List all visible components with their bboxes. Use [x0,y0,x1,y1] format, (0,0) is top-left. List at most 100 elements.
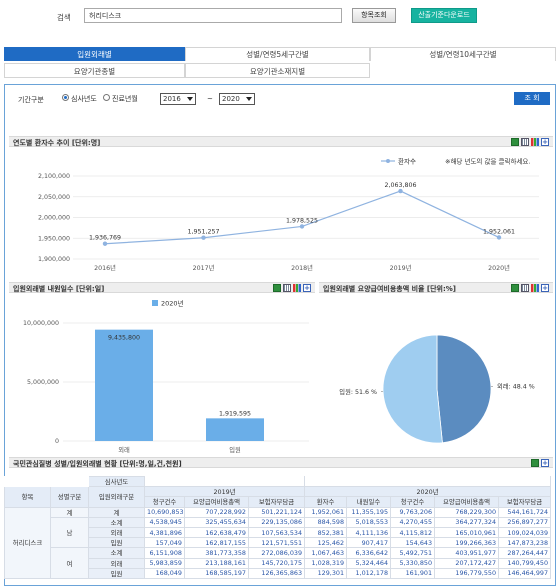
y-tick-label: 0 [55,438,59,445]
excel-icon[interactable] [531,459,539,467]
value-cell: 907,417 [346,537,392,549]
bar-legend: 2020년 [161,299,184,308]
download-criteria-button[interactable]: 산출기준다운로드 [411,8,477,23]
plus-icon[interactable]: + [303,284,311,292]
value-cell: 126,365,863 [247,567,306,579]
data-point [398,188,403,194]
sub-header: 보험자부담금 [498,496,552,508]
value-cell: 196,779,550 [434,567,500,579]
search-input[interactable]: 허리디스크 [84,8,342,23]
filter-row: 기간구분 심사년도 진료년월 2016 ~ 2020 조 회 [5,85,555,109]
value-cell: 213,188,161 [184,557,249,569]
sub-header: 환자수 [304,496,348,508]
start-year-select[interactable]: 2016 [160,93,196,105]
value-cell: 4,111,136 [346,526,392,539]
data-label: 1,919,595 [219,410,251,417]
tab-sex-age5[interactable]: 성별/연령5세구간별 [185,47,370,61]
table-row: 외래 4,381,896 162,638,479 107,563,534 852,381… [5,526,552,539]
sub-header: 청구건수 [390,496,436,508]
pie-slice [436,334,492,444]
end-year-select[interactable]: 2020 [219,93,255,105]
sex-cell: 여 [50,547,89,579]
y-tick-label: 1,950,000 [38,235,70,242]
tab-inout[interactable]: 입원외래별 [4,47,185,61]
chart-icon[interactable] [531,284,539,292]
radio-review-year[interactable] [62,94,69,101]
data-label: 1,951,257 [187,229,219,236]
value-cell: 287,264,447 [498,547,552,559]
legend-swatch [152,300,158,306]
tab-institution-location[interactable]: 요양기관소재지별 [185,63,370,78]
table-icon[interactable] [521,138,529,146]
y-tick-label: 2,100,000 [38,173,70,180]
value-cell: 5,492,751 [390,547,436,559]
chevron-down-icon [187,97,193,101]
value-cell: 10,690,853 [144,506,185,518]
table-row: 허리디스크 계 계 10,690,853 707,228,992 501,221,124 1… [4,506,552,579]
chart-icon[interactable] [293,284,301,292]
table-row: 여 소계 6,151,908 381,773,358 272,086,039 1,067,… [5,547,552,579]
value-cell: 364,277,324 [434,516,500,528]
y-tick-label: 1,900,000 [38,256,70,263]
query-item-button[interactable]: 항목조회 [352,8,396,23]
value-cell: 4,270,455 [390,516,436,528]
table-panel-title: 국민관심질병 성별/입원외래별 현황 [단위:명,일,건,천원] [13,460,182,468]
sub-header: 내원일수 [346,496,392,508]
item-cell: 허리디스크 [4,506,51,579]
search-button[interactable]: 조 회 [514,92,550,105]
value-cell: 852,381 [304,526,348,539]
y-tick-label: 5,000,000 [27,379,59,386]
trend-panel-title: 연도별 환자수 추이 [단위:명] [13,139,101,147]
value-cell: 501,221,124 [247,506,306,518]
data-point [201,235,206,240]
sub-header: 요양급여비용총액 [434,496,500,508]
tab-row-1: 입원외래별 성별/연령5세구간별 성별/연령10세구간별 [4,47,556,61]
inout-chart[interactable]: 10,000,000 5,000,000 0 9,435,800 외래 1,919,59… [9,295,315,463]
inout-tools: + [271,284,311,292]
tab-institution-type[interactable]: 요양기관종별 [4,63,185,78]
pie-chart[interactable]: 입원: 51.6 % 외래: 48.4 % [319,295,553,463]
trend-chart[interactable]: 2,100,000 2,050,000 2,000,000 1,950,000 1,90… [9,148,553,276]
radio-treatment-month-label: 진료년월 [112,95,138,103]
value-cell: 161,901 [390,567,436,579]
excel-icon[interactable] [511,284,519,292]
table-icon[interactable] [283,284,291,292]
excel-icon[interactable] [511,138,519,146]
inout-cell: 계 [88,506,145,518]
value-cell: 157,049 [144,537,185,549]
bar [206,418,264,441]
value-cell: 403,951,977 [434,547,500,559]
pie-label: 입원: 51.6 % [339,387,377,396]
table-row: 외래 5,983,859 213,188,161 145,720,175 1,028,3… [5,557,552,569]
table-icon[interactable] [521,284,529,292]
value-cell: 140,799,450 [498,557,552,569]
excel-icon[interactable] [273,284,281,292]
plus-icon[interactable]: + [541,138,549,146]
value-cell: 207,172,427 [434,557,500,569]
plus-icon[interactable]: + [541,284,549,292]
tab-sex-age10[interactable]: 성별/연령10세구간별 [370,47,556,61]
trend-note: ※해당 년도의 값을 클릭하세요. [445,157,530,166]
value-cell: 11,355,195 [346,506,392,518]
table-row: 입원 168,049 168,585,197 126,365,863 129,301 1,… [5,567,552,579]
value-cell: 168,049 [144,567,185,579]
pie-panel-title: 입원외래별 요양급여비용총액 비율 [단위:%] [323,285,457,293]
search-bar: 검색 허리디스크 항목조회 산출기준다운로드 [0,0,560,36]
year-2020-header: 2020년 [304,486,552,498]
value-cell: 5,330,850 [390,557,436,569]
radio-treatment-month[interactable] [103,94,110,101]
pie-panel-header: 입원외래별 요양급여비용총액 비율 [단위:%] + [319,282,553,293]
start-year-value: 2016 [163,95,181,103]
value-cell: 129,301 [304,567,348,579]
value-cell: 707,228,992 [184,506,249,518]
chart-icon[interactable] [531,138,539,146]
pie-label: 외래: 48.4 % [497,381,535,390]
value-cell: 381,773,358 [184,547,249,559]
data-point [299,224,305,229]
pie-tools: + [509,284,549,292]
plus-icon[interactable]: + [541,459,549,467]
value-cell: 147,873,238 [498,537,552,549]
data-label: 9,435,800 [108,335,140,342]
y-tick-label: 2,000,000 [38,215,70,222]
sex-cell: 계 [50,506,89,518]
